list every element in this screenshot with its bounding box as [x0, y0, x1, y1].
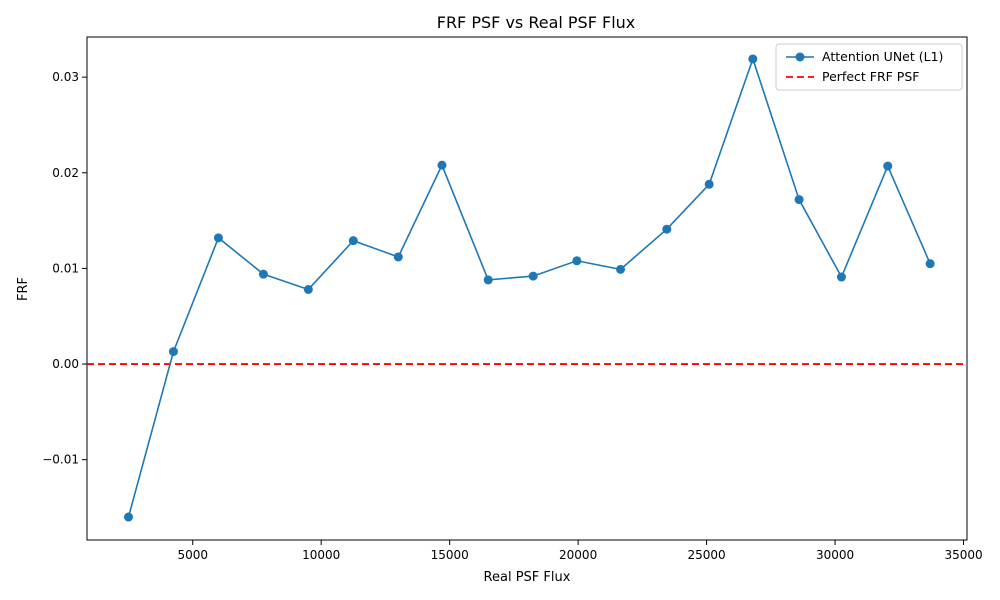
- data-point: [794, 195, 804, 205]
- data-point: [168, 347, 178, 357]
- legend-label-perfect-frf: Perfect FRF PSF: [822, 69, 919, 84]
- data-point: [303, 284, 313, 294]
- x-tick-label: 30000: [816, 548, 854, 562]
- data-point: [483, 275, 493, 285]
- y-tick-label: 0.01: [52, 261, 79, 275]
- x-tick-label: 5000: [177, 548, 208, 562]
- data-point: [123, 512, 133, 522]
- data-point: [883, 161, 893, 171]
- x-tick-label: 10000: [302, 548, 340, 562]
- series-line-attention-unet: [127, 56, 931, 518]
- legend-marker-attention-unet: [795, 52, 805, 62]
- chart-title: FRF PSF vs Real PSF Flux: [437, 13, 636, 32]
- legend: Attention UNet (L1) Perfect FRF PSF: [775, 43, 963, 91]
- data-point: [572, 256, 582, 266]
- plot-area: [86, 36, 968, 541]
- x-axis-label: Real PSF Flux: [484, 570, 571, 585]
- data-point: [213, 233, 223, 243]
- x-tick-label: 15000: [431, 548, 469, 562]
- y-tick-label: −0.01: [42, 453, 79, 467]
- data-point: [836, 272, 846, 282]
- data-point: [348, 236, 358, 246]
- y-axis: −0.01 0.00 0.01 0.02 0.03: [42, 70, 87, 467]
- series-markers: [123, 54, 935, 522]
- data-point: [616, 264, 626, 274]
- data-point: [258, 269, 268, 279]
- y-tick-label: 0.00: [52, 357, 79, 371]
- data-point: [437, 160, 447, 170]
- y-tick-label: 0.02: [52, 166, 79, 180]
- data-point: [528, 271, 538, 281]
- plot-frame: [86, 36, 968, 541]
- x-axis: 5000 10000 15000 20000 25000 30000 35000: [177, 540, 983, 562]
- data-point: [704, 179, 714, 189]
- data-point: [925, 259, 935, 269]
- x-tick-label: 20000: [559, 548, 597, 562]
- x-tick-label: 25000: [688, 548, 726, 562]
- y-axis-label: FRF: [16, 277, 31, 301]
- legend-box: [775, 43, 963, 91]
- y-tick-label: 0.03: [52, 70, 79, 84]
- data-point: [662, 224, 672, 234]
- data-point: [393, 252, 403, 262]
- data-point: [748, 54, 758, 64]
- x-tick-label: 35000: [944, 548, 982, 562]
- legend-label-attention-unet: Attention UNet (L1): [822, 49, 943, 64]
